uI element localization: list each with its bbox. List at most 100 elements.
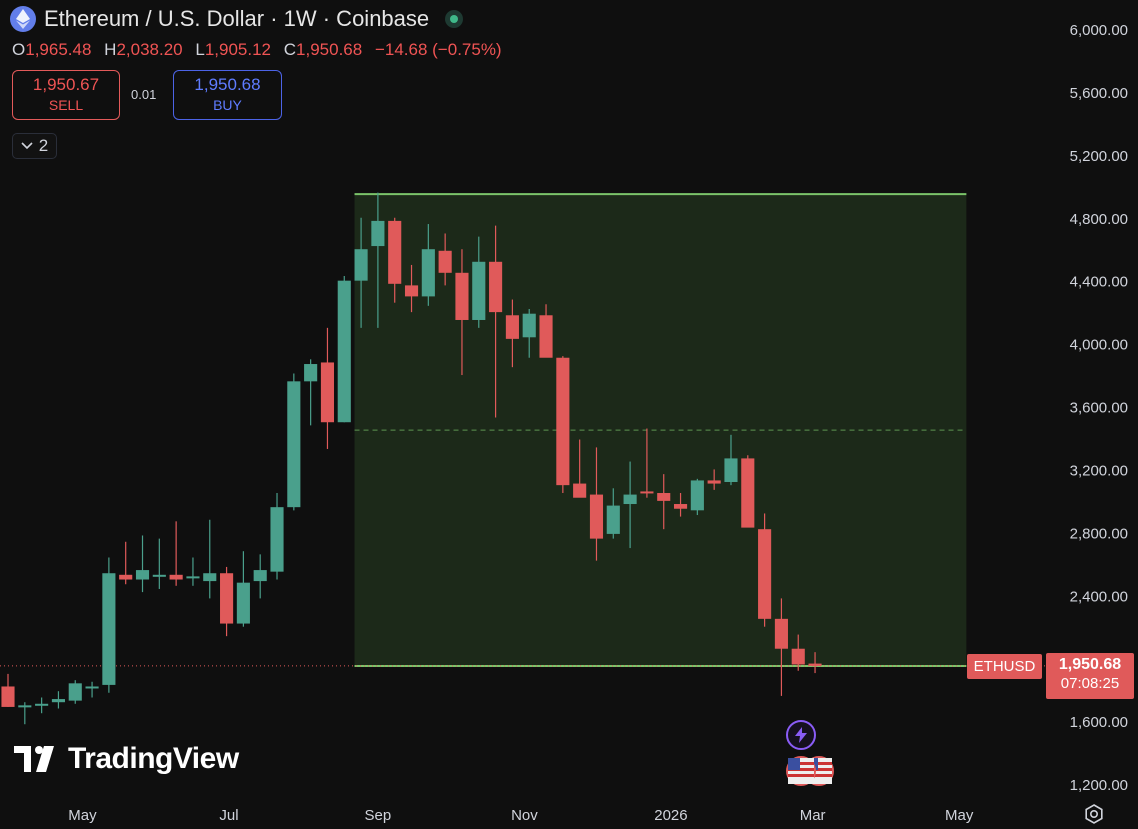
candle-body[interactable] — [51, 699, 65, 703]
candle-body[interactable] — [640, 491, 654, 494]
candle-body[interactable] — [791, 648, 805, 665]
close-label: C — [283, 40, 297, 59]
indicators-count: 2 — [38, 136, 49, 155]
high-label: H — [104, 40, 117, 59]
candle-body[interactable] — [337, 280, 351, 423]
y-tick-label: 5,200.00 — [1070, 148, 1128, 165]
close-value: 1,950.68 — [296, 40, 363, 59]
candle-body[interactable] — [489, 261, 503, 313]
candle-body[interactable] — [152, 574, 166, 577]
chart-title[interactable]: Ethereum / U.S. Dollar · 1W · Coinbase — [44, 6, 430, 31]
candle-body[interactable] — [287, 381, 301, 508]
y-tick-label: 4,000.00 — [1070, 337, 1128, 354]
candle-body[interactable] — [388, 220, 402, 284]
y-tick-label: 4,800.00 — [1070, 211, 1128, 228]
candle-body[interactable] — [657, 493, 671, 501]
y-tick-label: 1,600.00 — [1070, 714, 1128, 731]
tradingview-logo-icon — [14, 746, 54, 772]
y-tick-label: 6,000.00 — [1070, 22, 1128, 39]
candle-body[interactable] — [1, 686, 15, 707]
x-tick-label: Jul — [219, 807, 238, 824]
us-flag-event-icon[interactable] — [786, 756, 816, 786]
ohlc-legend: O1,965.48 H2,038.20 L1,905.12 C1,950.68 … — [12, 40, 510, 60]
logo-text: TradingView — [68, 742, 239, 775]
indicators-toggle-button[interactable]: 2 — [12, 133, 57, 159]
buy-label: BUY — [213, 97, 242, 113]
sell-button[interactable]: 1,950.67 SELL — [12, 70, 120, 120]
spread-value: 0.01 — [131, 87, 157, 102]
candle-body[interactable] — [220, 573, 234, 624]
candle-body[interactable] — [119, 574, 133, 580]
sell-label: SELL — [48, 97, 84, 113]
candle-body[interactable] — [522, 313, 536, 338]
symbol-price-tag: ETHUSD — [967, 654, 1042, 679]
candle-body[interactable] — [707, 480, 721, 484]
candle-body[interactable] — [455, 272, 469, 320]
candle-body[interactable] — [236, 582, 250, 624]
candle-body[interactable] — [18, 705, 32, 708]
open-value: 1,965.48 — [25, 40, 92, 59]
candle-body[interactable] — [606, 505, 620, 534]
open-label: O — [12, 40, 26, 59]
candle-body[interactable] — [539, 315, 553, 358]
candle-body[interactable] — [186, 576, 200, 579]
candle-body[interactable] — [741, 458, 755, 528]
candle-body[interactable] — [354, 249, 368, 281]
candle-body[interactable] — [421, 249, 435, 297]
candle-body[interactable] — [135, 570, 150, 580]
high-value: 2,038.20 — [116, 40, 183, 59]
candle-body[interactable] — [371, 220, 385, 247]
x-tick-label: 2026 — [654, 807, 687, 824]
candle-body[interactable] — [85, 686, 99, 689]
low-label: L — [195, 40, 205, 59]
candle-body[interactable] — [758, 529, 772, 619]
candle-body[interactable] — [270, 507, 284, 572]
y-tick-label: 5,600.00 — [1070, 85, 1128, 102]
x-tick-label: May — [68, 807, 97, 824]
y-tick-label: 2,400.00 — [1070, 588, 1128, 605]
chevron-down-icon — [21, 142, 33, 150]
market-open-dot-icon[interactable] — [445, 10, 464, 28]
candle-body[interactable] — [320, 362, 335, 423]
y-tick-label: 3,600.00 — [1070, 400, 1128, 417]
y-tick-label: 1,200.00 — [1070, 777, 1128, 794]
x-tick-label: Nov — [511, 807, 538, 824]
candle-body[interactable] — [169, 574, 183, 580]
y-tick-label: 4,400.00 — [1070, 274, 1128, 291]
candle-body[interactable] — [623, 494, 637, 505]
sell-price: 1,950.67 — [32, 75, 100, 94]
x-tick-label: May — [945, 807, 974, 824]
candle-body[interactable] — [673, 504, 688, 509]
candle-body[interactable] — [556, 357, 570, 486]
chart-header: Ethereum / U.S. Dollar · 1W · Coinbase — [10, 6, 464, 32]
candle-body[interactable] — [35, 703, 49, 706]
candle-body[interactable] — [774, 618, 788, 649]
bar-countdown: 07:08:25 — [1060, 675, 1120, 692]
last-price-value: 1,950.68 — [1058, 656, 1122, 673]
flash-event-icon[interactable] — [786, 720, 816, 750]
tradingview-logo[interactable]: TradingView — [14, 742, 239, 776]
gear-icon[interactable] — [1083, 803, 1105, 825]
candle-body[interactable] — [68, 683, 82, 701]
candle-body[interactable] — [404, 285, 419, 297]
candle-body[interactable] — [472, 261, 486, 320]
change-value: −14.68 (−0.75%) — [374, 40, 502, 59]
candle-body[interactable] — [573, 483, 587, 498]
candle-body[interactable] — [505, 315, 519, 339]
candle-body[interactable] — [690, 480, 704, 511]
x-tick-label: Mar — [800, 807, 826, 824]
y-tick-label: 2,800.00 — [1070, 525, 1128, 542]
candle-body[interactable] — [808, 663, 822, 666]
candle-body[interactable] — [438, 250, 452, 273]
candle-body[interactable] — [304, 364, 318, 382]
buy-price: 1,950.68 — [194, 75, 261, 94]
candle-body[interactable] — [102, 573, 116, 685]
low-value: 1,905.12 — [204, 40, 272, 59]
ethereum-icon — [10, 6, 36, 32]
candle-body[interactable] — [203, 573, 217, 582]
buy-button[interactable]: 1,950.68 BUY — [173, 70, 282, 120]
candle-body[interactable] — [724, 458, 738, 482]
candle-body[interactable] — [589, 494, 604, 539]
candle-body[interactable] — [253, 570, 267, 582]
